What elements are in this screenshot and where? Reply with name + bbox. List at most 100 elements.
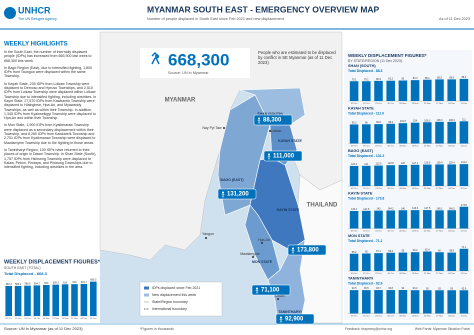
city-dot [205,237,207,239]
value-label: 60.2 [413,249,418,252]
tanintharyi-area [267,239,306,324]
summary-total: 668,300 [168,50,229,69]
legend-text: International boundary [152,307,187,311]
value-label: 96 [365,121,368,124]
figure-icon [221,193,225,198]
bar [71,284,78,316]
x-tick-label: 20 Nov [424,188,432,190]
value-label: 104 [413,120,418,123]
x-tick-label: 11 Dec [461,103,469,105]
value-label: 55.2 [352,251,357,254]
x-tick-label: 09 Oct [351,314,358,317]
bar [410,80,420,101]
x-tick-label: 23 Oct [375,102,382,105]
value-label: 121 [364,163,369,166]
bar [374,80,383,101]
figure-icon [279,318,283,323]
x-tick-label: 13 Nov [412,230,420,232]
figure-icon [292,247,294,250]
x-tick-label: 27 Nov [436,273,444,275]
value-label: 93.2 [413,287,418,290]
bar [398,165,408,186]
value-label: 86.5 [449,76,454,79]
value-label: 86.5 [437,76,442,79]
x-tick-label: 27 Nov [436,103,444,105]
state-chart-title: BAGO (EAST) [348,149,374,153]
city-dot [277,298,279,300]
bar [398,123,408,144]
x-tick-label: 11 Dec [461,230,469,232]
x-tick-label: 27 Nov [436,230,444,232]
x-tick-label: 23 Oct [375,314,382,317]
value-label: 141.5 [363,208,370,211]
map-label: Loikaw [271,129,282,133]
value-label: 81.2 [388,78,393,81]
value-label: 622.7 [81,281,88,284]
highlight-paragraph: In the South East, the number of interna… [4,50,92,63]
x-tick-label: 06 Nov [399,188,407,190]
bar [410,122,420,144]
figure-icon [291,249,295,254]
map-label: Hpa-An [258,238,270,242]
bar [349,210,359,229]
bar [398,80,408,101]
value-label: 80.5 [376,78,381,81]
value-label: 124.8 [388,162,395,165]
bar [349,253,359,271]
state-chart-total: Total Displaced - 173.8 [348,196,384,200]
x-tick-label: 20 Nov [424,103,432,105]
summary-source: Source: UN in Myanmar [168,71,209,75]
bar [14,285,22,316]
bar [398,210,408,229]
highlights: In the South East, the number of interna… [4,50,97,172]
value-label: 603 [44,282,49,285]
x-tick-label: 23 Oct [375,229,382,232]
figure-icon [268,153,270,156]
value-label: 98.4 [388,121,393,124]
x-tick-label: 27 Nov [436,188,444,190]
value-label: 92.9 [462,287,467,290]
x-tick-label: 04 Dec [448,188,456,190]
x-tick-label: 04 Dec [448,273,456,275]
map-label: Yangon [202,232,214,236]
figure-badge [251,284,291,296]
logo-mark [4,7,16,19]
value-label: 127.1 [412,162,419,165]
value-label: 83.4 [413,77,418,80]
bar [435,79,444,101]
value-label: 59 [402,250,405,253]
title: MYANMAR SOUTH EAST - EMERGENCY OVERVIEW … [147,4,380,14]
x-tick-label: 06 Nov [399,273,407,275]
bar [410,164,420,186]
summary-description-box: People who are estimated to be displaced… [258,50,336,65]
x-tick-label: 20 Nov [424,230,432,232]
bar [374,165,383,186]
footer-source: Source: UN in Myanmar (as of 11 Dec 2023… [4,326,83,331]
state-chart-title: SHAN (SOUTH) [348,64,376,68]
value-label: 58.9 [449,250,454,253]
map-label: BAGO (EAST) [220,178,243,182]
figure-value: 131,200 [227,192,249,198]
value-label: 71.1 [462,246,467,249]
bar [362,210,371,229]
bar [43,284,50,316]
bar [459,164,469,186]
x-tick-label: 06 Nov [399,230,407,232]
x-tick-label: 27 Nov [71,318,79,320]
value-label: 58.3 [388,250,393,253]
value-label: 101.5 [400,120,407,123]
map-label: KAYIN STATE [277,208,300,212]
x-tick-label: 11 Dec [461,273,469,275]
x-tick-label: 30 Oct [387,272,394,275]
bar [386,290,395,314]
bar [447,164,456,186]
bar [374,210,383,229]
bar [349,81,359,101]
bar [374,253,383,271]
bar [52,284,59,316]
bar [386,123,395,144]
x-tick-label: 23 Oct [375,272,382,275]
x-tick-label: 13 Nov [412,145,420,147]
city-dot [252,256,254,258]
